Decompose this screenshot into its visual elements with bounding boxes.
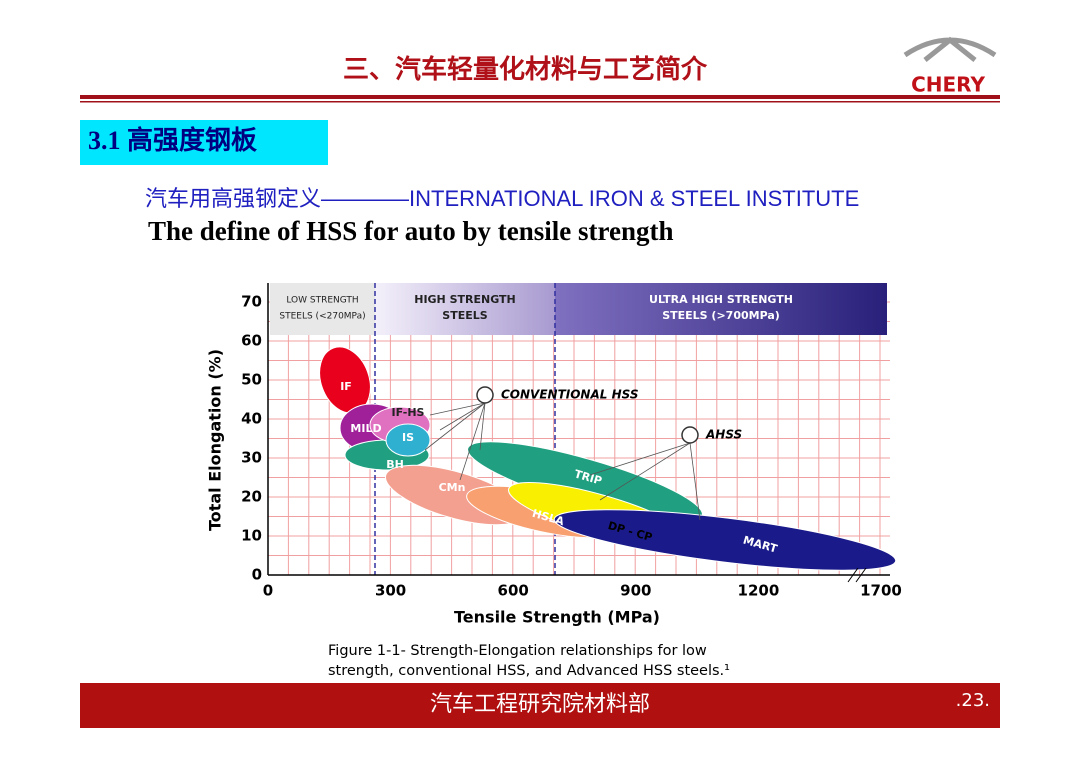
callout-label: CONVENTIONAL HSS [501, 388, 638, 402]
callout-line [589, 442, 691, 476]
x-tick-label: 1700 [860, 582, 902, 600]
x-tick-label: 600 [498, 582, 529, 600]
logo: CHERY [903, 36, 997, 97]
x-tick-label: 900 [620, 582, 651, 600]
y-tick-label: 70 [241, 293, 262, 311]
band-label: ULTRA HIGH STRENGTH [649, 293, 793, 306]
band-label: STEELS (<270MPa) [279, 312, 365, 322]
y-tick-label: 10 [241, 527, 262, 545]
region [385, 423, 431, 457]
callout-line [459, 402, 486, 481]
x-tick-label: 300 [375, 582, 406, 600]
figure-caption: strength, conventional HSS, and Advanced… [328, 663, 730, 679]
callout-label: AHSS [705, 428, 742, 442]
x-tick-label: 0 [263, 582, 273, 600]
callout-line [689, 442, 701, 521]
x-axis-label: Tensile Strength (MPa) [454, 608, 660, 627]
rule [80, 95, 1000, 99]
rule [80, 101, 1000, 103]
band [555, 283, 887, 335]
region-label: BH [386, 458, 404, 471]
region [553, 509, 897, 571]
callout-line [439, 402, 486, 431]
callout-line [479, 402, 486, 451]
subtitle-cn: 汽车用高强钢定义————INTERNATIONAL IRON & STEEL I… [145, 186, 859, 212]
y-tick-label: 20 [241, 488, 262, 506]
callout-line [429, 402, 486, 416]
callout-line [599, 442, 691, 501]
y-tick-label: 0 [252, 566, 262, 584]
band-label: LOW STRENGTH [286, 296, 358, 306]
y-tick-label: 50 [241, 371, 262, 389]
section-box [80, 120, 328, 165]
slide-title: 三、汽车轻量化材料与工艺简介 [343, 54, 708, 84]
y-axis-label: Total Elongation (%) [206, 349, 225, 531]
figure: LOW STRENGTH STEELS (<270MPa) HIGH STRENGT… [206, 283, 902, 679]
region-label: IF [340, 380, 352, 393]
footer-band [80, 683, 1000, 728]
axis-break [847, 567, 867, 583]
logo-text: CHERY [911, 73, 985, 97]
band [270, 283, 375, 335]
page-number: .23. [956, 690, 990, 711]
subtitle-cn-part: 汽车用高强钢定义 [145, 187, 321, 212]
section-title: 3.1 高强度钢板 [88, 125, 257, 155]
region-label: MILD [350, 422, 381, 435]
y-tick-label: 60 [241, 332, 262, 350]
callout-marker [476, 386, 494, 404]
y-tick-label: 40 [241, 410, 262, 428]
x-tick-label: 1200 [738, 582, 780, 600]
callout-line [424, 402, 486, 451]
footer-text: 汽车工程研究院材料部 [430, 691, 650, 716]
region-label: CMn [439, 481, 466, 494]
region-label: IF-HS [392, 406, 425, 419]
callout-marker [681, 426, 699, 444]
subtitle-org: ————INTERNATIONAL IRON & STEEL INSTITUTE [321, 186, 859, 211]
band [375, 283, 555, 335]
band-label: HIGH STRENGTH [414, 293, 516, 306]
figure-caption: Figure 1-1- Strength-Elongation relation… [328, 643, 707, 659]
region-label: IS [402, 431, 414, 444]
band-label: STEELS [442, 309, 487, 322]
y-tick-label: 30 [241, 449, 262, 467]
band-label: STEELS (>700MPa) [662, 309, 780, 322]
subtitle-en: The define of HSS for auto by tensile st… [148, 216, 674, 246]
